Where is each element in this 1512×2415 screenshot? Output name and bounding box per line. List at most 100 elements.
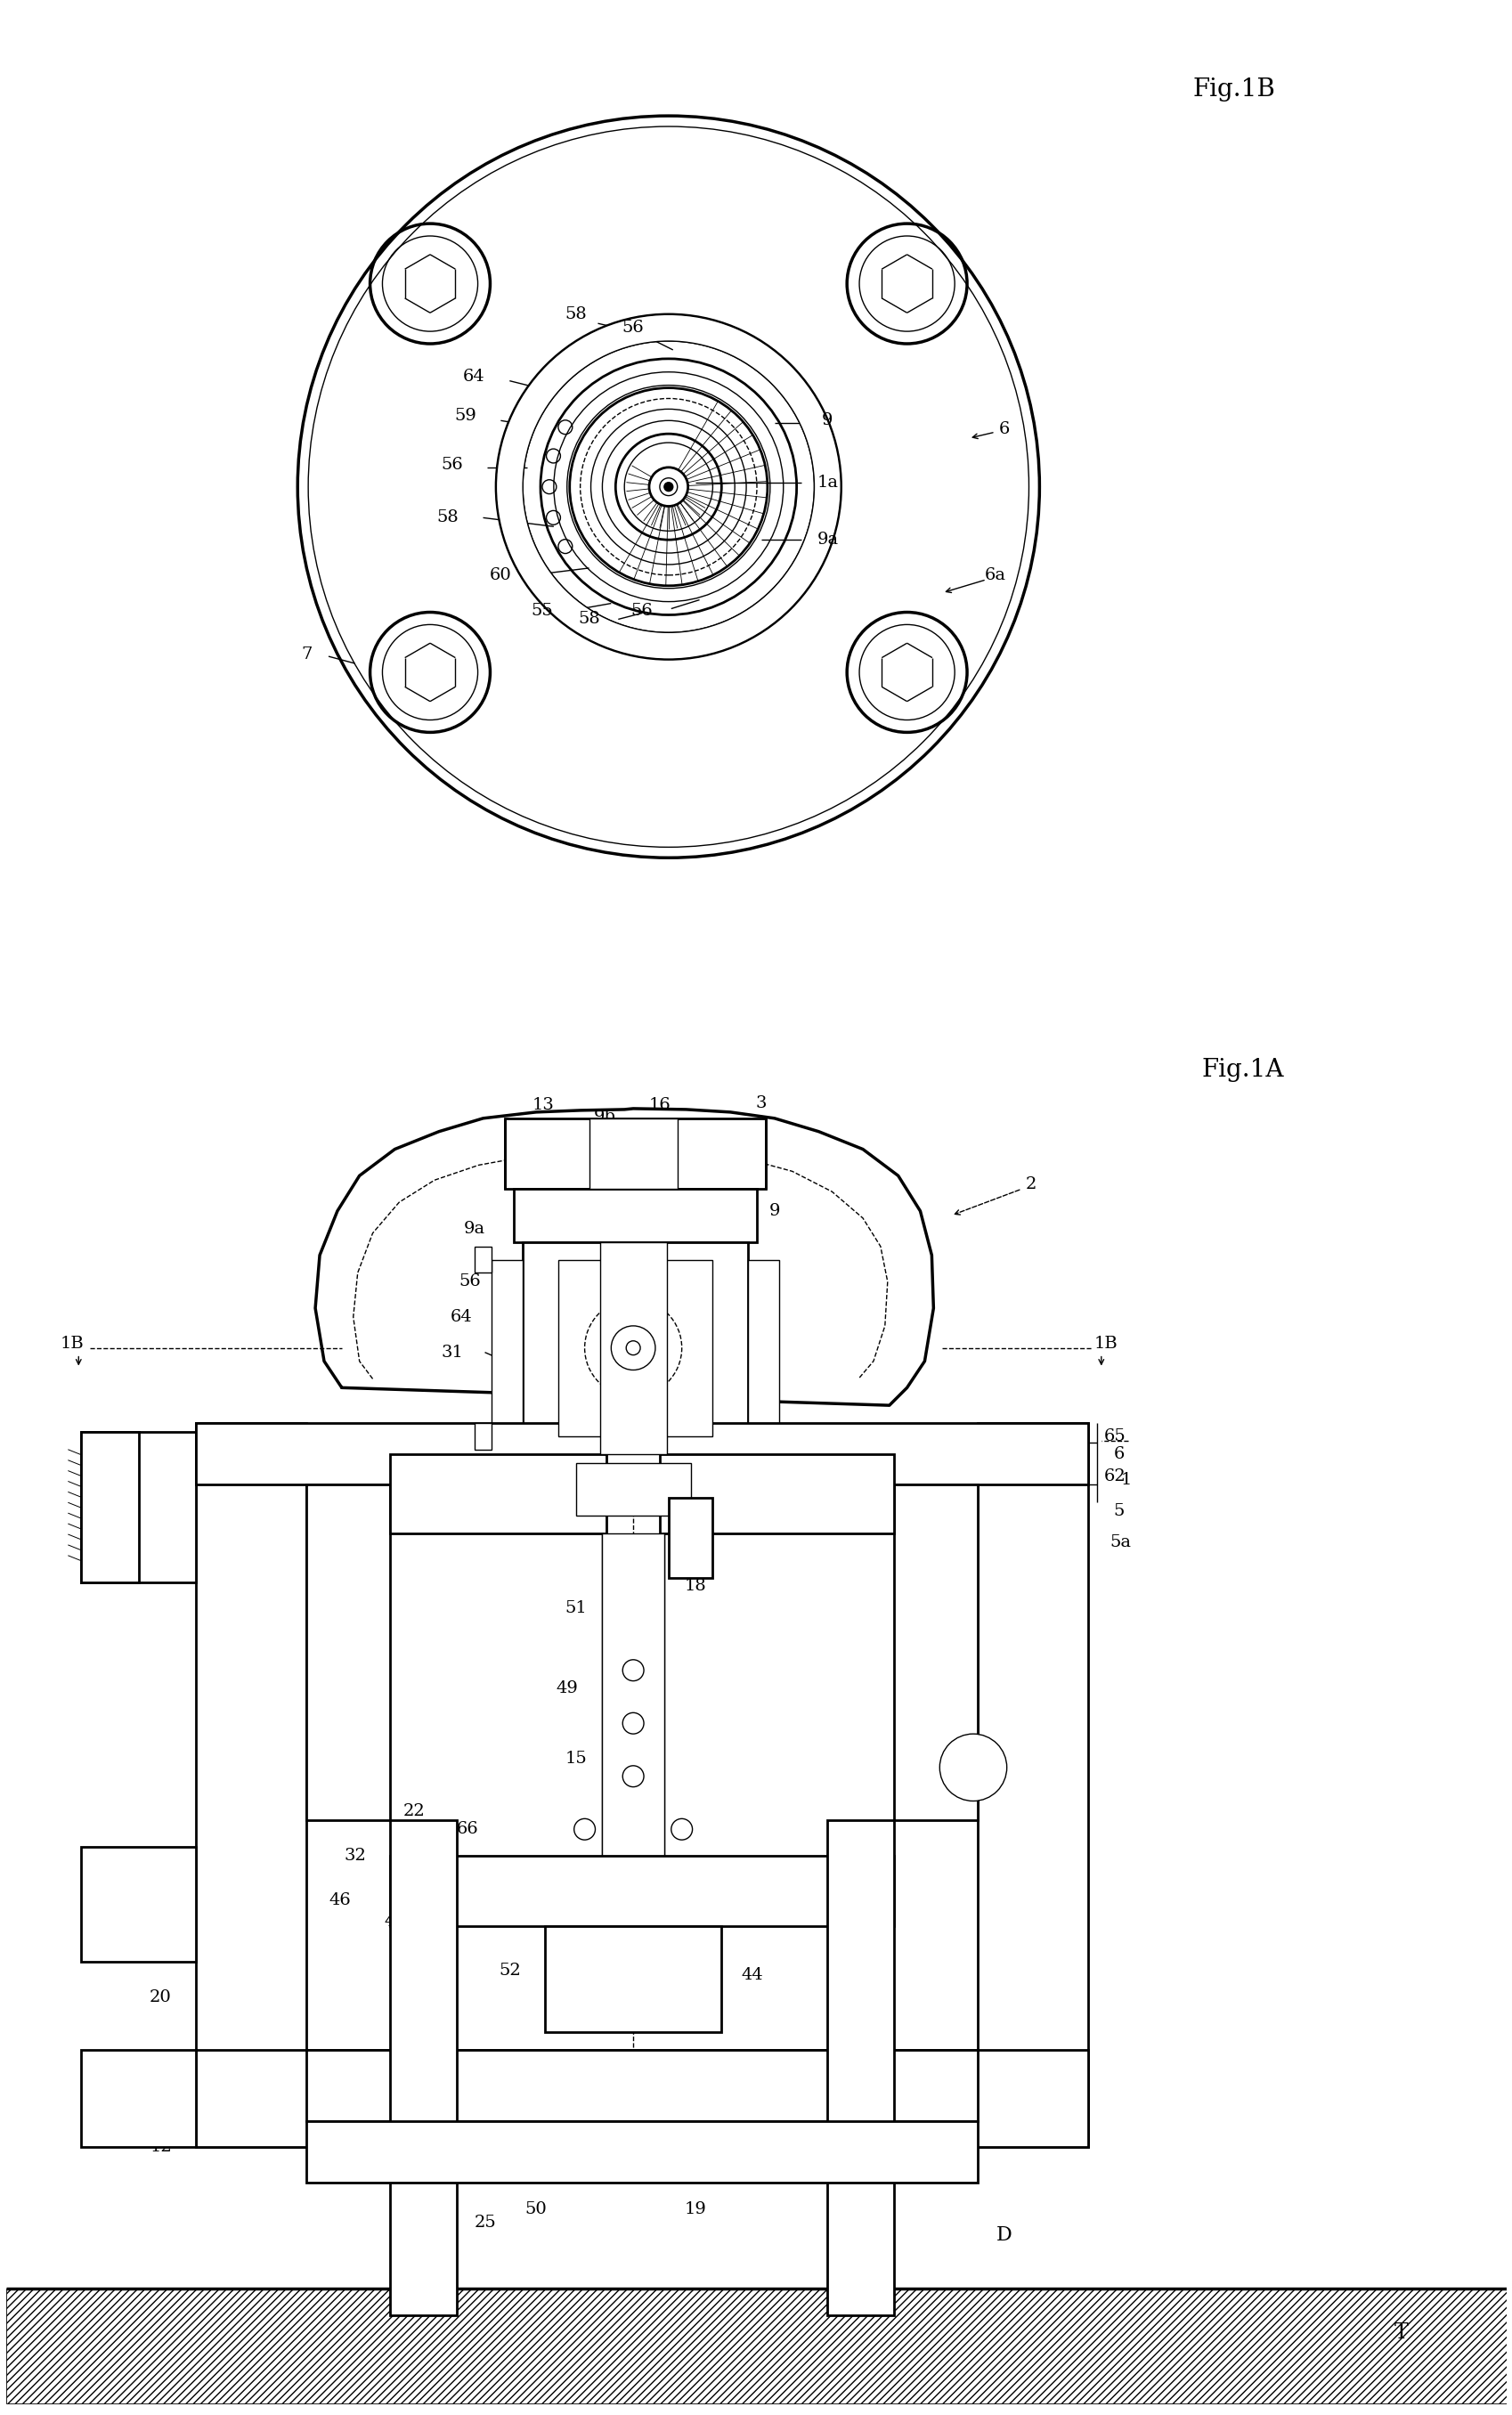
Bar [197,2050,1087,2147]
Text: D: D [996,2227,1012,2246]
Text: 25: 25 [475,2215,496,2231]
Bar [390,1454,606,1534]
Wedge shape [496,314,841,659]
Text: 18: 18 [683,1579,706,1594]
Text: 6a: 6a [984,568,1005,582]
Bar [514,1188,756,1241]
Text: 56: 56 [458,1273,481,1290]
Text: 22: 22 [404,1804,425,1818]
Bar [668,1497,712,1577]
Bar [390,1821,457,2316]
Bar [82,1432,197,1582]
Text: 43: 43 [558,1468,581,1483]
Circle shape [659,478,677,495]
Bar [82,2050,197,2147]
Text: 6: 6 [998,420,1009,437]
Text: 50: 50 [525,2200,547,2217]
Circle shape [623,1659,644,1681]
Text: 11: 11 [311,1500,333,1514]
Circle shape [664,483,673,490]
Text: 44: 44 [741,1966,764,1983]
Circle shape [939,1734,1005,1802]
Text: 56: 56 [631,601,653,618]
Text: 60: 60 [490,568,511,582]
Bar [505,1118,765,1188]
Text: 12: 12 [150,2140,172,2154]
Text: 64: 64 [463,369,485,384]
Bar [747,1261,779,1437]
Circle shape [573,1818,594,1840]
Text: 1B: 1B [60,1335,85,1352]
Bar [894,1485,977,1821]
Text: 6: 6 [1113,1447,1123,1461]
Text: 58: 58 [578,611,600,628]
Bar [544,1927,721,2033]
Bar [473,1246,491,1273]
Bar [544,1927,721,2033]
Text: 62: 62 [1102,1468,1125,1483]
Text: 15: 15 [564,1751,587,1768]
Text: 47: 47 [420,1473,443,1488]
Bar [491,1261,523,1437]
Text: 13: 13 [532,1096,553,1113]
Text: Fig.1B: Fig.1B [1191,77,1275,101]
Bar [307,2050,977,2120]
Bar [602,1534,664,1939]
Text: 59: 59 [454,408,476,425]
Text: 56: 56 [621,319,644,336]
Text: 9: 9 [821,413,833,427]
Text: 45: 45 [343,1476,366,1490]
Text: 46: 46 [328,1891,351,1908]
Text: 52: 52 [499,1963,520,1978]
Text: 5a: 5a [1063,1787,1086,1802]
Bar [390,1454,606,1534]
Text: 63: 63 [1054,1734,1077,1748]
Bar [390,1855,894,1927]
Circle shape [611,1326,655,1369]
Text: 49: 49 [555,1681,578,1695]
Bar [600,1241,667,1454]
Bar [827,1821,894,2316]
Text: 42: 42 [242,2033,265,2050]
Bar [588,1118,677,1188]
Text: 1a: 1a [712,1319,733,1333]
Bar [390,1821,457,2316]
Bar [558,1261,712,1437]
Bar [576,1463,691,1517]
Bar [197,1422,307,2147]
Text: 58: 58 [564,307,587,324]
Bar [827,1821,894,2316]
Text: Fig.1A: Fig.1A [1201,1058,1284,1082]
Text: 7: 7 [156,1502,166,1519]
Text: 58: 58 [549,1287,572,1304]
Circle shape [649,469,688,507]
Circle shape [623,1765,644,1787]
Text: 58: 58 [437,510,458,526]
Bar [491,1261,523,1437]
Text: 66: 66 [457,1821,478,1838]
Bar [197,1422,307,2147]
Bar [505,1118,765,1188]
Bar [523,1241,747,1454]
Circle shape [671,1818,692,1840]
Text: 9a: 9a [816,531,838,548]
Text: 9a: 9a [463,1220,485,1236]
Bar [473,1246,491,1273]
Bar [473,1422,491,1449]
Circle shape [623,1712,644,1734]
Text: 9b: 9b [594,1108,615,1125]
Bar [197,2050,1087,2147]
Bar [307,2120,977,2183]
Bar [747,1261,779,1437]
Text: 3: 3 [756,1096,767,1111]
Text: 10: 10 [157,1857,178,1872]
Text: 41: 41 [222,1468,245,1483]
Text: T: T [1394,2323,1408,2343]
Text: 19: 19 [683,2200,706,2217]
Bar [197,1422,1087,1485]
Text: 55: 55 [531,601,553,618]
Text: 64: 64 [449,1309,472,1326]
Bar [82,2050,197,2147]
Text: 1a: 1a [816,473,838,490]
Text: 32: 32 [343,1847,366,1864]
